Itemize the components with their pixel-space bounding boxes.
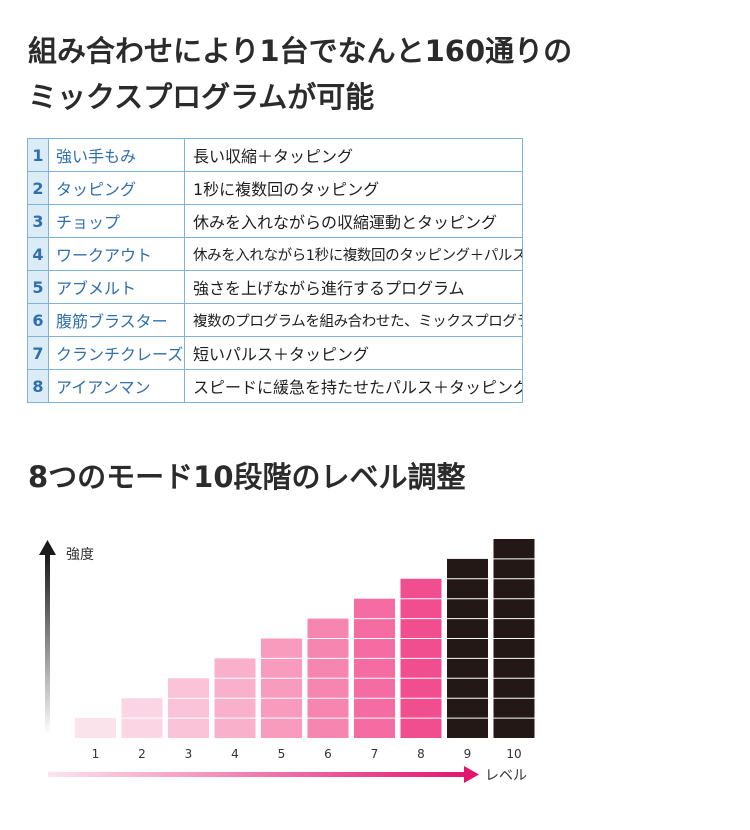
table-row: 8 アイアンマン スピードに緩急を持たせたパルス＋タッピング [27, 369, 523, 403]
table-row: 1 強い手もみ 長い収縮＋タッピング [27, 138, 523, 172]
mode-number: 5 [27, 270, 49, 304]
mode-name: アブメルト [48, 270, 185, 304]
bar-level-3 [168, 678, 209, 738]
bar-level-1 [75, 718, 116, 738]
heading-levels: 8つのモード10段階のレベル調整 [28, 460, 466, 494]
mode-number: 2 [27, 171, 49, 205]
x-tick-label: 7 [371, 747, 379, 761]
table-row: 2 タッピング 1秒に複数回のタッピング [27, 171, 523, 205]
x-tick-label: 8 [417, 747, 425, 761]
bar-level-7 [354, 598, 395, 738]
x-tick-label: 5 [278, 747, 286, 761]
mode-number: 6 [27, 303, 49, 337]
bar-level-9 [447, 558, 488, 738]
table-row: 6 腹筋ブラスター 複数のプログラムを組み合わせた、ミックスプログラム [27, 303, 523, 337]
mode-number: 7 [27, 336, 49, 370]
mode-description: 休みを入れながらの収縮運動とタッピング [184, 204, 523, 238]
table-row: 4 ワークアウト 休みを入れながら1秒に複数回のタッピング＋パルス [27, 237, 523, 271]
mode-description: 1秒に複数回のタッピング [184, 171, 523, 205]
y-axis-arrow-shaft [45, 555, 50, 735]
mode-description: 強さを上げながら進行するプログラム [184, 270, 523, 304]
x-tick-label: 1 [92, 747, 100, 761]
mode-table: 1 強い手もみ 長い収縮＋タッピング 2 タッピング 1秒に複数回のタッピング … [27, 138, 523, 403]
mode-name: アイアンマン [48, 369, 185, 403]
mode-name: 強い手もみ [48, 138, 185, 172]
y-axis-label: 強度 [66, 547, 94, 563]
mode-name: チョップ [48, 204, 185, 238]
table-row: 7 クランチクレーズ 短いパルス＋タッピング [27, 336, 523, 370]
x-tick-label: 9 [464, 747, 472, 761]
mode-number: 1 [27, 138, 49, 172]
y-axis-arrow-head [39, 540, 56, 555]
x-tick-label: 10 [506, 747, 521, 761]
mode-number: 4 [27, 237, 49, 271]
heading-mix-programs: 組み合わせにより1台でなんと160通りの ミックスプログラムが可能 [28, 28, 572, 120]
mode-description: スピードに緩急を持たせたパルス＋タッピング [184, 369, 523, 403]
x-axis-arrow-head [464, 766, 479, 783]
mode-number: 3 [27, 204, 49, 238]
heading-line-2: ミックスプログラムが可能 [28, 80, 375, 114]
x-tick-label: 6 [324, 747, 332, 761]
mode-number: 8 [27, 369, 49, 403]
mode-name: タッピング [48, 171, 185, 205]
mode-description: 複数のプログラムを組み合わせた、ミックスプログラム [184, 303, 523, 337]
bar-series [75, 539, 535, 738]
heading-line-1: 組み合わせにより1台でなんと160通りの [28, 34, 573, 68]
x-axis-label: レベル [485, 768, 527, 784]
bar-level-5 [261, 638, 302, 738]
mode-name: クランチクレーズ [48, 336, 185, 370]
mode-name: 腹筋ブラスター [48, 303, 185, 337]
mode-description: 休みを入れながら1秒に複数回のタッピング＋パルス [184, 237, 523, 271]
x-axis-arrow-shaft [48, 772, 466, 777]
level-chart: 強度 1 2 3 4 5 6 7 8 9 10 レベル [39, 539, 535, 784]
mode-name: ワークアウト [48, 237, 185, 271]
x-tick-label: 4 [231, 747, 239, 761]
x-tick-label: 2 [138, 747, 146, 761]
mode-description: 短いパルス＋タッピング [184, 336, 523, 370]
x-tick-label: 3 [185, 747, 193, 761]
x-tick-labels: 1 2 3 4 5 6 7 8 9 10 [92, 747, 522, 761]
table-row: 3 チョップ 休みを入れながらの収縮運動とタッピング [27, 204, 523, 238]
mode-description: 長い収縮＋タッピング [184, 138, 523, 172]
table-row: 5 アブメルト 強さを上げながら進行するプログラム [27, 270, 523, 304]
